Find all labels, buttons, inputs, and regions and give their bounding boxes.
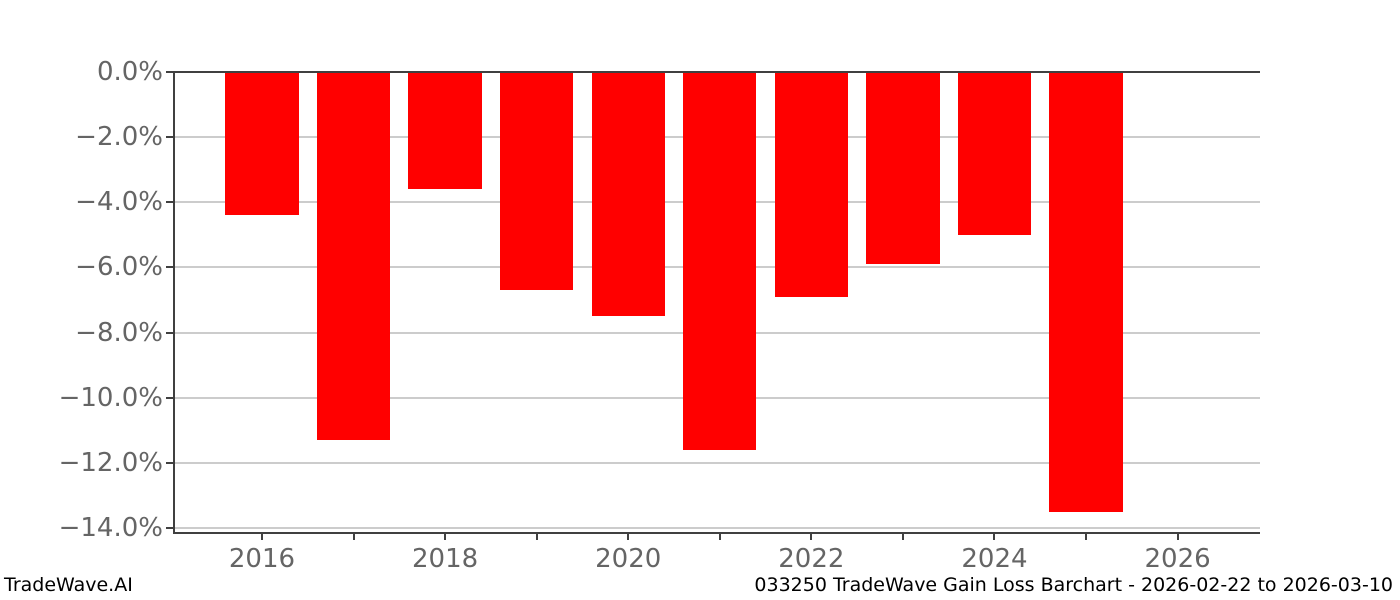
x-tick-label: 2026 (1144, 544, 1211, 574)
x-tick (718, 534, 721, 540)
x-tick (535, 534, 538, 540)
bar-2021 (683, 73, 757, 450)
y-tick (166, 527, 173, 530)
zero-line (173, 71, 1260, 73)
y-tick (166, 266, 173, 269)
bar-2023 (866, 73, 940, 265)
x-tick (627, 534, 630, 540)
bar-2018 (408, 73, 482, 190)
y-tick (166, 396, 173, 399)
x-tick (993, 534, 996, 540)
y-tick-label: −8.0% (75, 317, 163, 348)
x-tick-label: 2022 (778, 544, 845, 574)
y-tick (166, 201, 173, 204)
x-tick-label: 2016 (228, 544, 296, 574)
y-tick-label: −12.0% (58, 447, 163, 478)
y-tick (166, 461, 173, 464)
y-tick (166, 71, 173, 73)
gridline (175, 461, 1260, 464)
x-tick (444, 534, 447, 540)
y-tick-label: −2.0% (75, 122, 163, 153)
x-tick (352, 534, 355, 540)
x-axis-spine (173, 532, 1260, 534)
bar-2019 (500, 73, 574, 291)
chart-footer-title: 033250 TradeWave Gain Loss Barchart - 20… (754, 574, 1393, 596)
bar-2016 (225, 73, 299, 216)
y-tick-label: 0.0% (96, 57, 163, 87)
brand-watermark: TradeWave.AI (4, 574, 133, 596)
x-tick (901, 534, 904, 540)
bar-2022 (774, 73, 848, 297)
bar-2017 (316, 73, 391, 441)
x-tick (1085, 534, 1088, 540)
y-tick-label: −6.0% (75, 252, 163, 283)
x-tick-label: 2020 (595, 544, 662, 574)
x-tick-label: 2018 (412, 544, 479, 574)
x-tick-label: 2024 (961, 544, 1028, 574)
x-tick (260, 534, 263, 540)
y-tick (166, 136, 173, 139)
x-tick (810, 534, 813, 540)
bar-2025 (1049, 73, 1123, 512)
bar-2024 (957, 73, 1032, 235)
gridline (175, 527, 1260, 530)
bar-2020 (591, 73, 665, 317)
y-tick-label: −4.0% (75, 187, 163, 218)
y-tick (166, 331, 173, 334)
y-tick-label: −10.0% (58, 382, 163, 413)
y-axis-spine (173, 71, 175, 534)
x-tick (1176, 534, 1179, 540)
y-tick-label: −14.0% (58, 513, 163, 544)
